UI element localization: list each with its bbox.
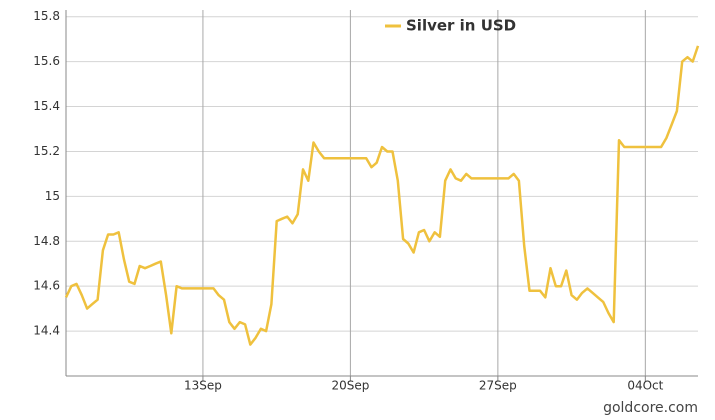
y-tick-label: 14.6 bbox=[33, 279, 60, 293]
y-tick-label: 14.8 bbox=[33, 234, 60, 248]
legend-label: Silver in USD bbox=[406, 17, 516, 35]
watermark: goldcore.com bbox=[603, 400, 698, 416]
x-tick-label: 27Sep bbox=[479, 379, 517, 393]
y-tick-label: 15.4 bbox=[33, 99, 60, 113]
x-tick-label: 20Sep bbox=[331, 379, 369, 393]
y-tick-label: 14.4 bbox=[33, 324, 60, 338]
y-tick-label: 15.2 bbox=[33, 144, 60, 158]
y-tick-label: 15.6 bbox=[33, 54, 60, 68]
y-tick-label: 15 bbox=[45, 189, 60, 203]
y-tick-label: 15.8 bbox=[33, 9, 60, 23]
price-line bbox=[64, 45, 700, 346]
x-tick-label: 04Oct bbox=[627, 379, 663, 393]
x-tick-label: 13Sep bbox=[184, 379, 222, 393]
